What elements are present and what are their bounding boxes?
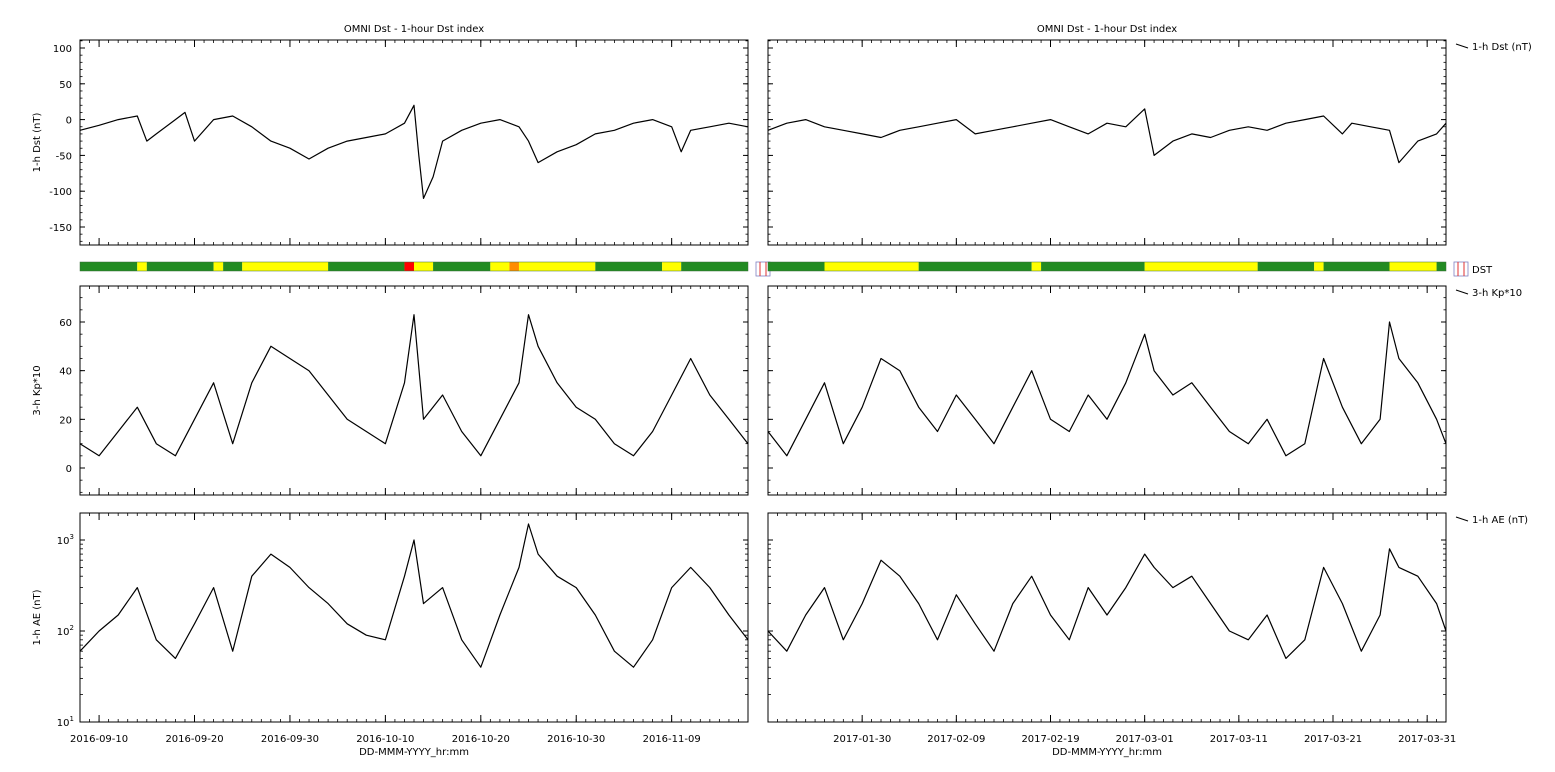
- xtick-label: 2017-03-11: [1210, 734, 1268, 745]
- panel-title: OMNI Dst - 1-hour Dst index: [344, 24, 484, 35]
- ylabel-ae: 1-h AE (nT): [32, 589, 43, 645]
- xtick-label: 2017-02-19: [1021, 734, 1079, 745]
- ytick-label: -50: [56, 151, 72, 162]
- ytick-label: 100: [53, 44, 72, 55]
- xtick-label: 2016-09-20: [165, 734, 223, 745]
- series-line-dst: [767, 108, 1447, 164]
- status-segment-active: [137, 262, 147, 271]
- status-segment-active: [518, 262, 596, 271]
- legend-line-dst: [1455, 43, 1469, 49]
- panel-left: OMNI Dst - 1-hour Dst index 100 50 0 -50 -100…: [32, 24, 771, 758]
- ytick-label: 60: [59, 318, 72, 329]
- status-legend-label: DST: [1472, 265, 1493, 276]
- status-segment-quiet: [918, 262, 1032, 271]
- legend-line-kp: [1455, 289, 1469, 295]
- subplot-ae: 1-h AE (nT): [767, 512, 1528, 723]
- subplot-dst: 100 50 0 -50 -100 -150 1-h Dst (nT): [32, 39, 749, 246]
- series-line-dst: [79, 104, 749, 199]
- status-segment-active: [1031, 262, 1042, 271]
- ytick-label: -100: [49, 187, 72, 198]
- status-segment-quiet: [1041, 262, 1145, 271]
- ytick-label: 40: [59, 367, 72, 378]
- status-segment-active: [490, 262, 510, 271]
- plot-frame: [767, 285, 1447, 496]
- series-line-ae: [79, 523, 749, 668]
- status-segment-quiet: [80, 262, 138, 271]
- ytick-label: 50: [59, 80, 72, 91]
- series-line-kp: [79, 314, 749, 457]
- status-bar: [79, 261, 771, 277]
- legend-label-dst: 1-h Dst (nT): [1472, 42, 1532, 53]
- xtick-label: 2017-03-01: [1116, 734, 1174, 745]
- xlabel: DD-MMM-YYYY_hr:mm: [1052, 747, 1162, 758]
- status-segment-active: [414, 262, 434, 271]
- status-segment-active: [662, 262, 682, 271]
- xtick-label: 2016-09-10: [70, 734, 128, 745]
- ylabel-kp: 3-h Kp*10: [32, 365, 43, 415]
- status-segment-active: [1389, 262, 1437, 271]
- subplot-dst: 1-h Dst (nT): [767, 39, 1532, 246]
- ytick-exponent: 3: [70, 533, 74, 541]
- xtick-label: 2016-10-20: [452, 734, 510, 745]
- ytick-label: 0: [66, 116, 72, 127]
- plot-frame: [767, 39, 1447, 246]
- xtick-label: 2016-10-10: [356, 734, 414, 745]
- status-bar-frame: [767, 261, 1447, 272]
- ytick-exponent: 1: [70, 715, 74, 723]
- series-line-ae: [767, 548, 1447, 659]
- plot-frame: [767, 512, 1447, 723]
- subplot-kp: 60 40 20 0 3-h Kp*10: [32, 285, 749, 496]
- xtick-label: 2017-02-09: [927, 734, 985, 745]
- ylabel-dst: 1-h Dst (nT): [32, 113, 43, 173]
- subplot-ae: 101 102 103 1-h AE (nT): [32, 512, 749, 729]
- status-segment-quiet: [681, 262, 748, 271]
- legend-label-ae: 1-h AE (nT): [1472, 515, 1528, 526]
- status-segment-quiet: [146, 262, 214, 271]
- plot-frame: [79, 512, 749, 723]
- status-segment-storm: [404, 262, 414, 271]
- xtick-label: 2017-03-21: [1304, 734, 1362, 745]
- status-segment-active: [1314, 262, 1324, 271]
- xtick-label: 2017-01-30: [833, 734, 891, 745]
- status-segment-quiet: [433, 262, 491, 271]
- ytick-label: -150: [49, 223, 72, 234]
- status-bar: DST: [767, 261, 1493, 277]
- xtick-label: 2016-10-30: [547, 734, 605, 745]
- xtick-label: 2016-11-09: [643, 734, 701, 745]
- subplot-kp: 3-h Kp*10: [767, 285, 1522, 496]
- plot-frame: [79, 39, 749, 246]
- status-segment-active: [1144, 262, 1258, 271]
- panel-title: OMNI Dst - 1-hour Dst index: [1037, 24, 1177, 35]
- ytick-label: 103: [57, 533, 74, 547]
- status-segment-active: [213, 262, 224, 271]
- status-segment-active: [824, 262, 919, 271]
- status-segment-quiet: [328, 262, 405, 271]
- series-line-kp: [767, 321, 1447, 457]
- ytick-label: 20: [59, 415, 72, 426]
- status-legend-swatch-icon: [1453, 261, 1469, 277]
- xlabel: DD-MMM-YYYY_hr:mm: [359, 747, 469, 758]
- panel-right: OMNI Dst - 1-hour Dst index 1-h Dst (nT) 3…: [767, 24, 1532, 758]
- status-segment-quiet: [595, 262, 663, 271]
- ytick-exponent: 2: [70, 624, 74, 632]
- status-segment-quiet: [223, 262, 243, 271]
- status-segment-quiet: [1436, 262, 1446, 271]
- ytick-label: 0: [66, 464, 72, 475]
- status-segment-quiet: [768, 262, 825, 271]
- ytick-label: 101: [57, 715, 74, 729]
- status-segment-moderate: [509, 262, 519, 271]
- legend-line-ae: [1455, 516, 1469, 522]
- xtick-label: 2016-09-30: [261, 734, 319, 745]
- legend-label-kp: 3-h Kp*10: [1472, 288, 1522, 299]
- status-segment-quiet: [1257, 262, 1315, 271]
- ytick-label: 102: [57, 624, 74, 638]
- status-segment-quiet: [1323, 262, 1390, 271]
- xtick-label: 2017-03-31: [1398, 734, 1456, 745]
- status-segment-active: [242, 262, 329, 271]
- status-bar-frame: [79, 261, 749, 272]
